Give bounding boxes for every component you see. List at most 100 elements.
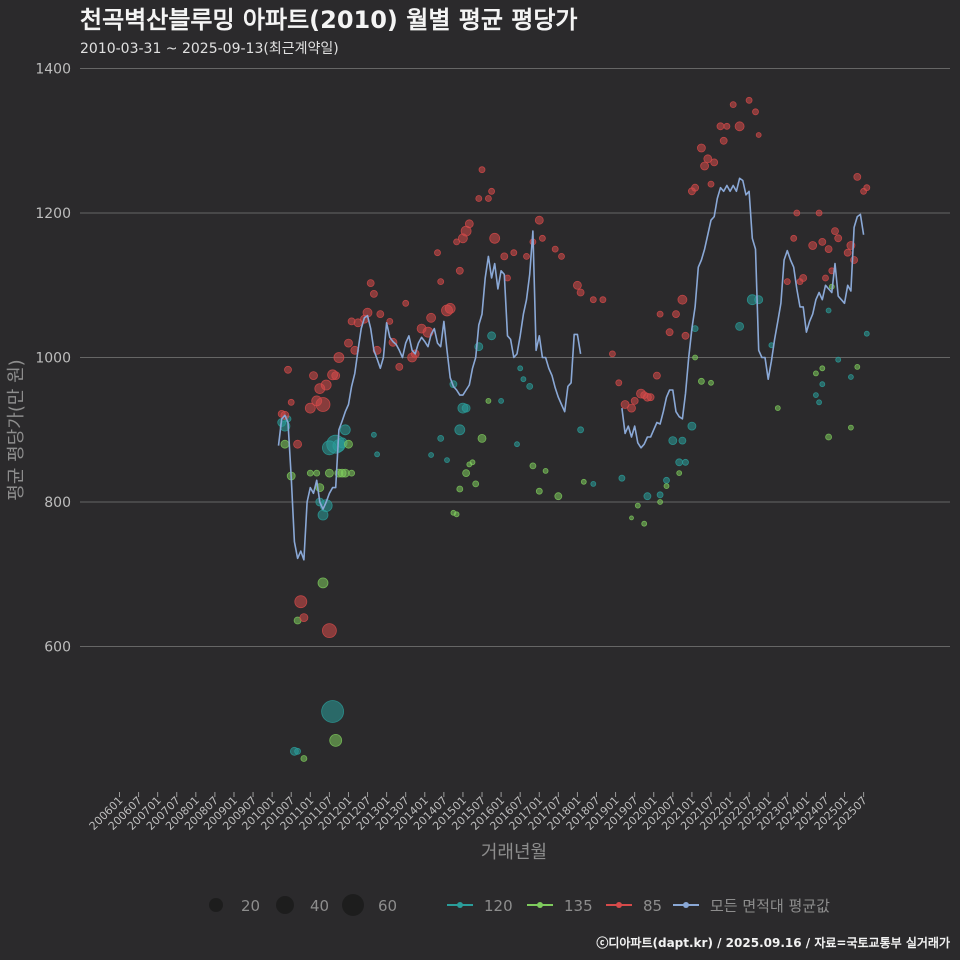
data-point-135 bbox=[848, 424, 854, 431]
data-point-85 bbox=[478, 166, 486, 174]
data-point-85 bbox=[729, 101, 737, 108]
data-point-120 bbox=[819, 381, 826, 388]
data-point-85 bbox=[294, 595, 308, 609]
data-point-85 bbox=[402, 299, 410, 307]
data-point-85 bbox=[799, 274, 808, 282]
legend-series-dot bbox=[457, 902, 463, 908]
data-point-120 bbox=[816, 399, 822, 406]
legend-size-swatch bbox=[209, 898, 223, 912]
data-point-85 bbox=[366, 279, 375, 288]
data-point-135 bbox=[657, 499, 663, 505]
data-point-85 bbox=[630, 396, 639, 405]
data-point-135 bbox=[698, 377, 705, 385]
data-point-85 bbox=[677, 294, 688, 305]
data-point-135 bbox=[629, 515, 634, 521]
data-point-135 bbox=[580, 478, 587, 485]
data-point-85 bbox=[745, 96, 753, 104]
data-point-120 bbox=[517, 365, 524, 372]
data-point-120 bbox=[437, 434, 445, 442]
data-point-85 bbox=[834, 234, 843, 243]
data-point-85 bbox=[573, 280, 582, 290]
legend-size-swatch bbox=[342, 894, 364, 916]
data-point-120 bbox=[374, 451, 381, 458]
legend-series-label: 135 bbox=[564, 897, 593, 915]
data-point-85 bbox=[331, 371, 341, 381]
data-point-120 bbox=[577, 426, 584, 434]
data-point-85 bbox=[808, 241, 818, 250]
data-point-135 bbox=[641, 520, 648, 527]
data-point-120 bbox=[863, 330, 870, 337]
data-point-120 bbox=[370, 431, 377, 438]
data-point-85 bbox=[293, 439, 303, 449]
data-point-85 bbox=[489, 232, 501, 244]
data-point-135 bbox=[825, 433, 832, 441]
legend-size-label: 60 bbox=[378, 897, 397, 915]
data-point-135 bbox=[456, 485, 464, 493]
data-point-85 bbox=[376, 310, 385, 319]
data-point-85 bbox=[863, 184, 871, 192]
data-point-85 bbox=[320, 379, 332, 391]
data-point-85 bbox=[710, 158, 719, 167]
data-point-85 bbox=[653, 371, 661, 380]
legend-series-dot bbox=[683, 902, 689, 908]
data-point-135 bbox=[300, 755, 308, 762]
data-point-85 bbox=[426, 312, 437, 323]
data-point-85 bbox=[752, 108, 759, 116]
data-point-85 bbox=[755, 132, 762, 138]
data-point-120 bbox=[813, 392, 819, 399]
data-point-135 bbox=[692, 354, 698, 361]
x-axis-ticks: 2006012006072007012007072008012008072009… bbox=[87, 792, 870, 833]
data-point-120 bbox=[294, 747, 302, 755]
legend-series-label: 120 bbox=[484, 897, 513, 915]
data-point-85 bbox=[309, 371, 318, 381]
data-point-120 bbox=[454, 424, 466, 436]
data-point-135 bbox=[317, 577, 329, 589]
data-point-85 bbox=[510, 249, 518, 257]
data-point-135 bbox=[485, 397, 492, 404]
legend-series-label: 85 bbox=[643, 897, 662, 915]
data-point-85 bbox=[539, 234, 546, 242]
data-point-85 bbox=[665, 328, 674, 337]
data-point-85 bbox=[455, 266, 464, 275]
data-point-85 bbox=[534, 215, 544, 225]
data-point-120 bbox=[520, 376, 527, 383]
y-tick-label: 800 bbox=[44, 495, 71, 511]
data-point-135 bbox=[854, 363, 861, 370]
legend-size-label: 40 bbox=[310, 897, 329, 915]
chart-subtitle: 2010-03-31 ~ 2025-09-13(최근계약일) bbox=[80, 41, 339, 57]
data-point-135 bbox=[348, 469, 356, 477]
data-point-135 bbox=[676, 470, 683, 477]
data-point-120 bbox=[848, 374, 854, 380]
data-point-85 bbox=[386, 317, 394, 325]
data-point-120 bbox=[754, 295, 764, 305]
data-point-85 bbox=[783, 278, 791, 286]
y-tick-label: 600 bbox=[44, 640, 71, 656]
data-point-120 bbox=[825, 307, 832, 314]
data-point-85 bbox=[815, 209, 823, 217]
data-point-85 bbox=[395, 362, 404, 371]
data-point-120 bbox=[428, 452, 435, 458]
y-tick-label: 1400 bbox=[35, 62, 71, 78]
data-point-85 bbox=[589, 296, 597, 304]
legend-size-label: 20 bbox=[241, 897, 260, 915]
data-point-85 bbox=[484, 195, 492, 202]
data-point-85 bbox=[609, 350, 616, 358]
data-point-85 bbox=[558, 252, 565, 260]
data-point-135 bbox=[529, 462, 537, 470]
data-point-120 bbox=[498, 397, 505, 404]
data-point-85 bbox=[723, 122, 731, 130]
data-point-85 bbox=[656, 310, 664, 318]
data-point-120 bbox=[668, 436, 678, 446]
data-point-85 bbox=[793, 209, 801, 217]
data-point-120 bbox=[339, 424, 351, 436]
data-point-135 bbox=[329, 734, 343, 747]
data-point-135 bbox=[324, 468, 334, 478]
data-point-120 bbox=[461, 403, 471, 413]
data-point-85 bbox=[646, 393, 655, 402]
data-point-120 bbox=[663, 476, 670, 484]
data-point-85 bbox=[576, 288, 585, 297]
data-point-135 bbox=[280, 439, 290, 449]
data-point-135 bbox=[469, 459, 476, 466]
data-point-85 bbox=[304, 402, 316, 414]
